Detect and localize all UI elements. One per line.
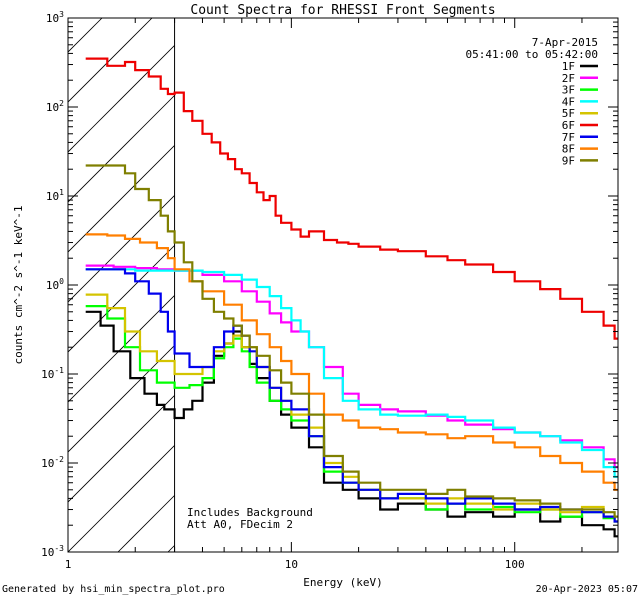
legend-label-1F: 1F	[562, 60, 575, 73]
legend-label-9F: 9F	[562, 154, 575, 167]
legend-label-7F: 7F	[562, 131, 575, 144]
hatch-mask	[174, 18, 618, 552]
series-3F	[85, 305, 618, 523]
series-7F	[85, 268, 618, 523]
x-tick-label: 10	[285, 558, 298, 571]
x-tick-label: 100	[505, 558, 525, 571]
y-tick-label: 10-2	[41, 455, 64, 470]
time-range-label: 05:41:00 to 05:42:00	[466, 48, 598, 61]
y-tick-label: 10-1	[41, 366, 64, 381]
chart-title: Count Spectra for RHESSI Front Segments	[190, 3, 495, 18]
y-axis-label: counts cm^-2 s^-1 keV^-1	[12, 206, 25, 365]
legend-label-4F: 4F	[562, 95, 575, 108]
legend-label-3F: 3F	[562, 84, 575, 97]
y-tick-label: 100	[46, 277, 64, 292]
legend-label-2F: 2F	[562, 72, 575, 85]
x-axis-label: Energy (keV)	[303, 576, 382, 589]
series-6F	[85, 57, 618, 340]
y-tick-label: 102	[46, 99, 64, 114]
x-tick-label: 1	[65, 558, 72, 571]
hatch-line	[68, 18, 203, 153]
hatch-line	[68, 18, 153, 103]
series-4F	[85, 268, 618, 478]
y-tick-label: 103	[46, 10, 64, 25]
series-8F	[85, 233, 618, 491]
annotation-attenuator: Att A0, FDecim 2	[187, 518, 293, 531]
axis-ticks: 1 10 100 10-3 10-2 10-1 100 101 102 103	[41, 10, 618, 571]
series-layer	[85, 57, 618, 538]
y-tick-label: 10-3	[41, 544, 64, 559]
footer-timestamp: 20-Apr-2023 05:07	[535, 584, 638, 595]
footer-generated-by: Generated by hsi_min_spectra_plot.pro	[2, 584, 225, 595]
date-label: 7-Apr-2015	[532, 36, 598, 49]
legend-label-8F: 8F	[562, 143, 575, 156]
annotation-background: Includes Background	[187, 506, 313, 519]
hatched-region	[68, 18, 618, 552]
legend-label-5F: 5F	[562, 107, 575, 120]
series-9F	[85, 164, 618, 518]
y-tick-label: 101	[46, 188, 64, 203]
legend-label-6F: 6F	[562, 119, 575, 132]
